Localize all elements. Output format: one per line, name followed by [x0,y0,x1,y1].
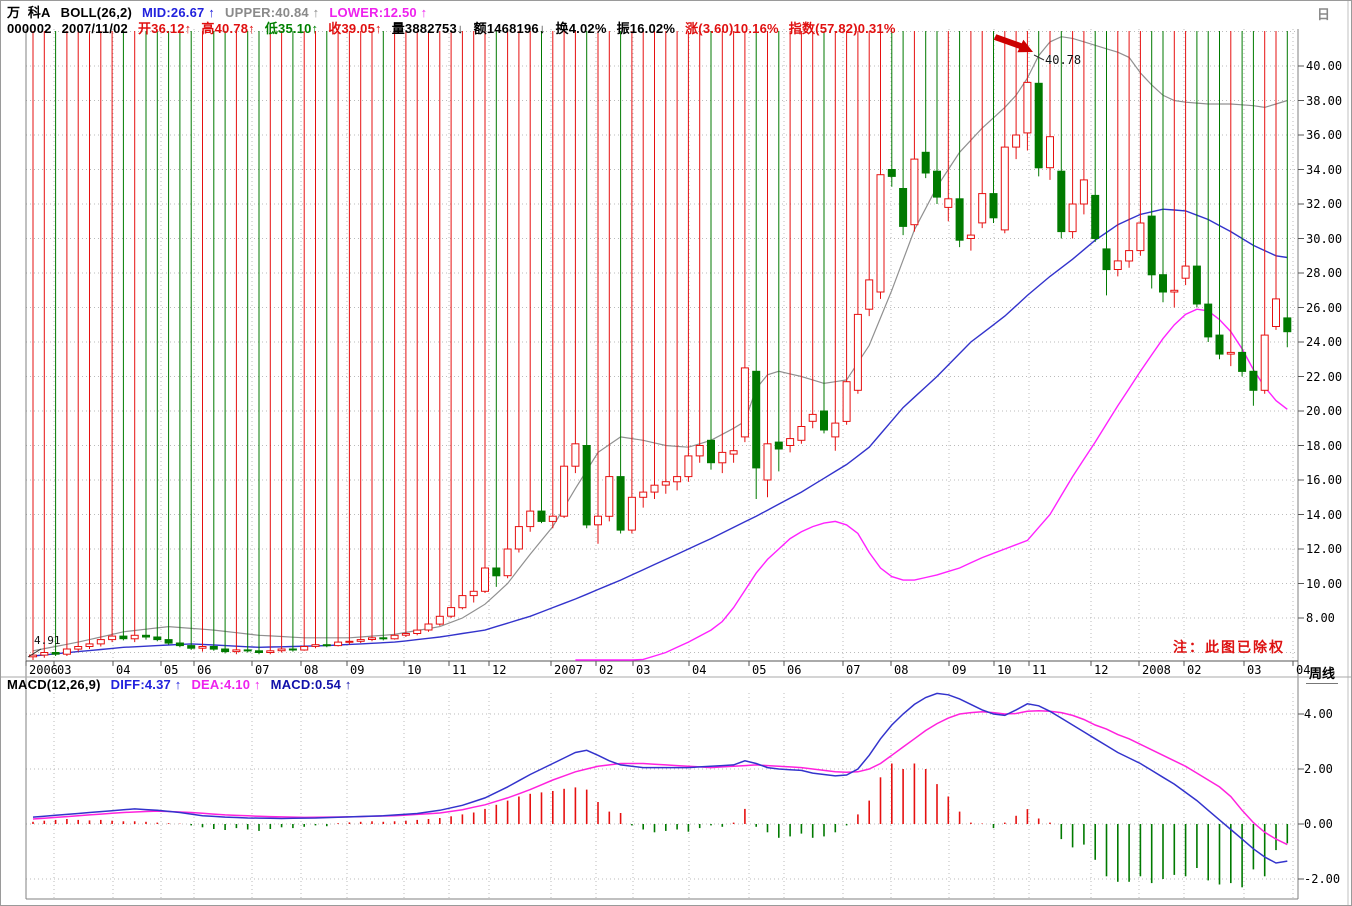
time-tick-label: 03 [57,663,72,677]
quote-field: 量3882753↓ [391,21,464,36]
time-tick-label: 11 [452,663,467,677]
period-label[interactable]: 日 [1317,7,1331,22]
time-tick-label: 10 [997,663,1012,677]
time-tick-label: 12 [1094,663,1109,677]
time-tick-label: 03 [636,663,651,677]
price-tick-label: 34.00 [1306,162,1343,177]
price-tick-label: 8.00 [1306,611,1335,625]
time-tick-label: 07 [255,663,270,677]
macd-tick-label: 4.00 [1304,707,1333,721]
boll-header: 万 科A BOLL(26,2) MID:26.67 ↑ UPPER:40.84 ↑ LO… [7,2,437,21]
quote-field: 换4.02% [555,21,607,36]
macd-field: DEA:4.10 ↑ [191,677,261,692]
quote-field: 000002 [7,21,52,36]
boll-header-field: LOWER:12.50 ↑ [329,5,428,20]
time-tick-label: 02 [599,663,614,677]
price-tick-label: 22.00 [1306,369,1343,384]
time-tick-label: 11 [1032,663,1047,677]
quote-field: 开36.12↑ [137,21,192,36]
price-tick-label: 30.00 [1306,231,1343,246]
quote-field: 低35.10↑ [264,21,319,36]
time-tick-label: 09 [952,663,967,677]
time-tick-label: 05 [752,663,767,677]
time-tick-label: 08 [894,663,909,677]
price-tick-label: 26.00 [1306,300,1343,315]
price-tick-label: 14.00 [1306,507,1343,522]
quote-field: 涨(3.60)10.16% [685,21,779,36]
quote-field: 收39.05↑ [328,21,382,36]
time-tick-label: 08 [304,663,319,677]
time-tick-label: 05 [164,663,179,677]
peak-arrow-icon [993,34,1033,53]
macd-header: MACD(12,26,9) DIFF:4.37 ↑ DEA:4.10 ↑ MACD:0… [7,677,362,692]
time-tick-label: 04 [1296,663,1311,677]
time-tick-label: 12 [492,663,507,677]
macd-field: MACD(12,26,9) [7,677,101,692]
macd-tick-label: 0.00 [1304,817,1333,831]
price-tick-label: 16.00 [1306,473,1343,487]
time-tick-label: 02 [1187,663,1202,677]
quote-field: 额1468196↓ [473,21,546,36]
start-low-label: 4.91 [34,634,61,647]
quote-field: 指数(57.82)0.31% [788,21,896,36]
time-tick-label: 10 [407,663,422,677]
macd-tick-label: 2.00 [1304,762,1333,776]
time-tick-label: 2008 [1142,663,1171,677]
macd-field: MACD:0.54 ↑ [270,677,352,692]
boll-header-field: 万 科A [7,5,51,20]
boll-header-field: UPPER:40.84 ↑ [224,5,320,20]
price-tick-label: 18.00 [1306,438,1343,453]
weekly-tab[interactable]: 周线 [1306,663,1339,684]
quote-field: 振16.02% [616,21,676,36]
time-tick-label: 06 [787,663,802,677]
time-tick-label: 06 [197,663,212,677]
exright-note: 注：此图已除权 [1173,639,1285,655]
time-tick-label: 2006 [29,663,58,677]
boll-header-field: MID:26.67 ↑ [141,5,215,20]
boll-header-field: BOLL(26,2) [60,5,132,20]
macd-tick-label: -2.00 [1304,872,1341,886]
price-tick-label: 20.00 [1306,404,1343,418]
time-tick-label: 2007 [554,663,583,677]
time-tick-label: 09 [350,663,365,677]
macd-field: DIFF:4.37 ↑ [110,677,182,692]
quote-field: 高40.78↑ [201,21,255,36]
price-tick-label: 32.00 [1306,197,1343,211]
time-tick-label: 07 [846,663,861,677]
price-tick-label: 10.00 [1306,576,1343,591]
price-tick-label: 12.00 [1306,542,1343,556]
quote-header: 000002 2007/11/02 开36.12↑ 高40.78↑ 低35.10↑ 收39… [7,18,906,37]
price-tick-label: 36.00 [1306,128,1343,142]
price-tick-label: 40.00 [1306,59,1343,73]
quote-field: 2007/11/02 [61,21,128,36]
peak-price-label: 40.78 [1045,53,1082,67]
time-tick-label: 03 [1247,663,1262,677]
price-tick-label: 24.00 [1306,335,1343,349]
price-tick-label: 28.00 [1306,266,1343,280]
time-tick-label: 04 [692,663,707,677]
time-tick-label: 04 [116,663,131,677]
price-tick-label: 38.00 [1306,93,1343,108]
